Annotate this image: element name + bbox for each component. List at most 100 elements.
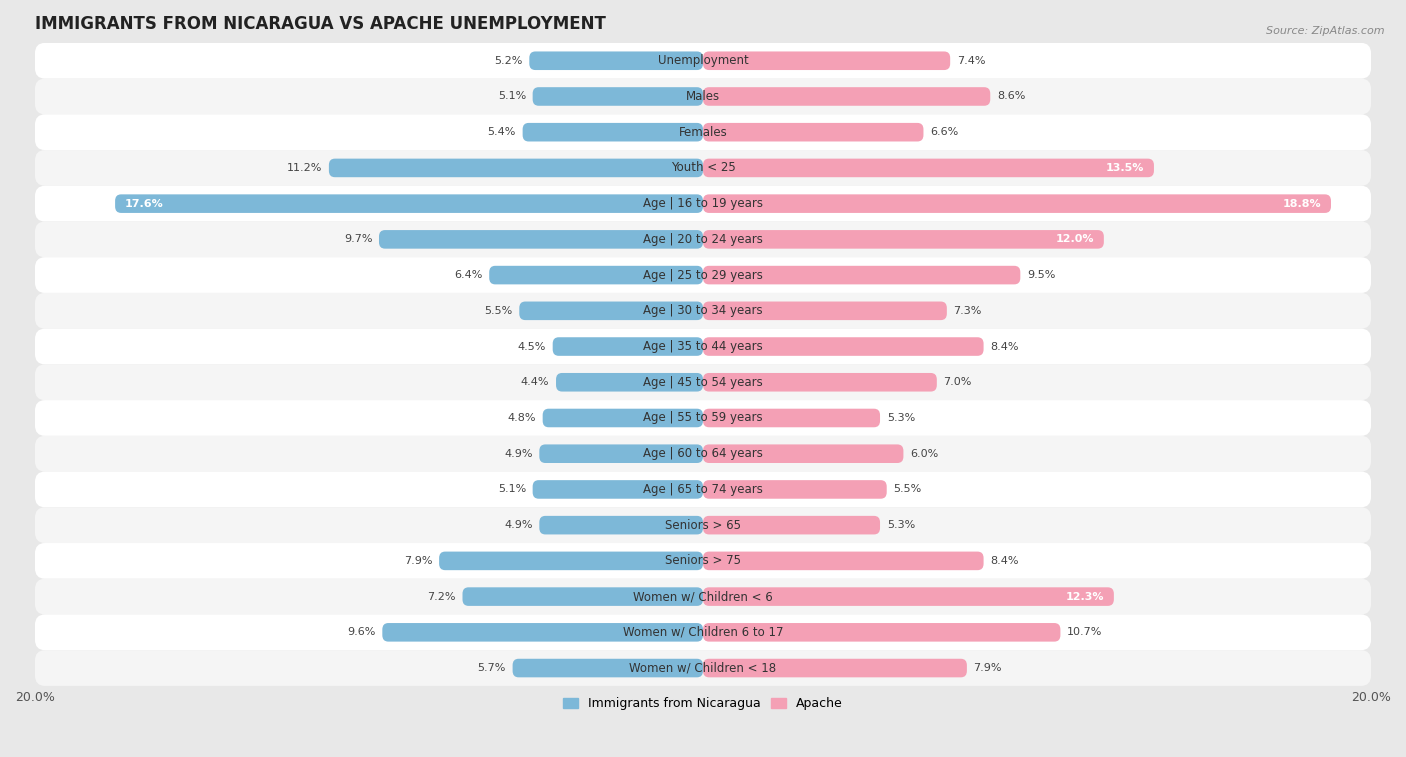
FancyBboxPatch shape — [329, 159, 703, 177]
FancyBboxPatch shape — [35, 400, 1371, 436]
Text: 5.3%: 5.3% — [887, 520, 915, 530]
Text: 7.9%: 7.9% — [973, 663, 1002, 673]
FancyBboxPatch shape — [555, 373, 703, 391]
FancyBboxPatch shape — [380, 230, 703, 248]
Text: 6.6%: 6.6% — [931, 127, 959, 137]
FancyBboxPatch shape — [523, 123, 703, 142]
FancyBboxPatch shape — [703, 659, 967, 678]
FancyBboxPatch shape — [553, 338, 703, 356]
Text: 7.3%: 7.3% — [953, 306, 981, 316]
Text: 12.3%: 12.3% — [1066, 592, 1104, 602]
Text: 5.5%: 5.5% — [484, 306, 513, 316]
FancyBboxPatch shape — [703, 516, 880, 534]
Text: Women w/ Children 6 to 17: Women w/ Children 6 to 17 — [623, 626, 783, 639]
FancyBboxPatch shape — [703, 552, 984, 570]
Text: 6.0%: 6.0% — [910, 449, 938, 459]
Text: 9.6%: 9.6% — [347, 628, 375, 637]
Text: 4.9%: 4.9% — [505, 449, 533, 459]
FancyBboxPatch shape — [703, 159, 1154, 177]
FancyBboxPatch shape — [35, 293, 1371, 329]
FancyBboxPatch shape — [382, 623, 703, 642]
Text: 8.4%: 8.4% — [990, 341, 1019, 351]
FancyBboxPatch shape — [35, 436, 1371, 472]
Text: 5.1%: 5.1% — [498, 92, 526, 101]
Text: Youth < 25: Youth < 25 — [671, 161, 735, 174]
Text: 8.6%: 8.6% — [997, 92, 1025, 101]
FancyBboxPatch shape — [533, 480, 703, 499]
FancyBboxPatch shape — [35, 329, 1371, 364]
Text: 5.3%: 5.3% — [887, 413, 915, 423]
Text: 12.0%: 12.0% — [1056, 235, 1094, 245]
FancyBboxPatch shape — [703, 123, 924, 142]
Text: Age | 35 to 44 years: Age | 35 to 44 years — [643, 340, 763, 353]
Text: 7.0%: 7.0% — [943, 377, 972, 388]
Text: Females: Females — [679, 126, 727, 139]
Legend: Immigrants from Nicaragua, Apache: Immigrants from Nicaragua, Apache — [558, 692, 848, 715]
FancyBboxPatch shape — [703, 195, 1331, 213]
FancyBboxPatch shape — [35, 150, 1371, 185]
Text: 11.2%: 11.2% — [287, 163, 322, 173]
FancyBboxPatch shape — [703, 51, 950, 70]
Text: 4.4%: 4.4% — [520, 377, 550, 388]
Text: 10.7%: 10.7% — [1067, 628, 1102, 637]
FancyBboxPatch shape — [35, 507, 1371, 543]
FancyBboxPatch shape — [543, 409, 703, 427]
Text: Unemployment: Unemployment — [658, 55, 748, 67]
Text: Source: ZipAtlas.com: Source: ZipAtlas.com — [1267, 26, 1385, 36]
Text: Age | 55 to 59 years: Age | 55 to 59 years — [643, 412, 763, 425]
FancyBboxPatch shape — [439, 552, 703, 570]
FancyBboxPatch shape — [35, 185, 1371, 222]
Text: 4.8%: 4.8% — [508, 413, 536, 423]
Text: 8.4%: 8.4% — [990, 556, 1019, 566]
Text: 5.2%: 5.2% — [495, 56, 523, 66]
Text: 5.5%: 5.5% — [893, 484, 922, 494]
Text: 13.5%: 13.5% — [1105, 163, 1144, 173]
FancyBboxPatch shape — [703, 444, 904, 463]
Text: Women w/ Children < 6: Women w/ Children < 6 — [633, 590, 773, 603]
FancyBboxPatch shape — [703, 623, 1060, 642]
FancyBboxPatch shape — [35, 472, 1371, 507]
FancyBboxPatch shape — [463, 587, 703, 606]
Text: 17.6%: 17.6% — [125, 198, 165, 209]
Text: Age | 16 to 19 years: Age | 16 to 19 years — [643, 197, 763, 210]
Text: 5.7%: 5.7% — [478, 663, 506, 673]
FancyBboxPatch shape — [115, 195, 703, 213]
Text: Age | 60 to 64 years: Age | 60 to 64 years — [643, 447, 763, 460]
FancyBboxPatch shape — [35, 543, 1371, 579]
FancyBboxPatch shape — [529, 51, 703, 70]
Text: Age | 45 to 54 years: Age | 45 to 54 years — [643, 375, 763, 389]
Text: Age | 25 to 29 years: Age | 25 to 29 years — [643, 269, 763, 282]
Text: Seniors > 75: Seniors > 75 — [665, 554, 741, 568]
FancyBboxPatch shape — [703, 230, 1104, 248]
FancyBboxPatch shape — [540, 516, 703, 534]
FancyBboxPatch shape — [703, 587, 1114, 606]
FancyBboxPatch shape — [35, 615, 1371, 650]
Text: Age | 20 to 24 years: Age | 20 to 24 years — [643, 233, 763, 246]
FancyBboxPatch shape — [35, 257, 1371, 293]
FancyBboxPatch shape — [703, 338, 984, 356]
FancyBboxPatch shape — [35, 114, 1371, 150]
Text: 7.4%: 7.4% — [957, 56, 986, 66]
FancyBboxPatch shape — [35, 650, 1371, 686]
Text: 6.4%: 6.4% — [454, 270, 482, 280]
Text: Age | 65 to 74 years: Age | 65 to 74 years — [643, 483, 763, 496]
FancyBboxPatch shape — [703, 480, 887, 499]
FancyBboxPatch shape — [489, 266, 703, 285]
FancyBboxPatch shape — [703, 373, 936, 391]
Text: 7.2%: 7.2% — [427, 592, 456, 602]
Text: 4.5%: 4.5% — [517, 341, 546, 351]
FancyBboxPatch shape — [533, 87, 703, 106]
FancyBboxPatch shape — [703, 409, 880, 427]
Text: 18.8%: 18.8% — [1282, 198, 1322, 209]
Text: IMMIGRANTS FROM NICARAGUA VS APACHE UNEMPLOYMENT: IMMIGRANTS FROM NICARAGUA VS APACHE UNEM… — [35, 15, 606, 33]
Text: Seniors > 65: Seniors > 65 — [665, 519, 741, 531]
Text: 4.9%: 4.9% — [505, 520, 533, 530]
Text: 9.5%: 9.5% — [1026, 270, 1056, 280]
Text: Women w/ Children < 18: Women w/ Children < 18 — [630, 662, 776, 674]
FancyBboxPatch shape — [703, 301, 946, 320]
Text: 7.9%: 7.9% — [404, 556, 433, 566]
FancyBboxPatch shape — [35, 43, 1371, 79]
Text: 5.4%: 5.4% — [488, 127, 516, 137]
FancyBboxPatch shape — [513, 659, 703, 678]
FancyBboxPatch shape — [703, 266, 1021, 285]
